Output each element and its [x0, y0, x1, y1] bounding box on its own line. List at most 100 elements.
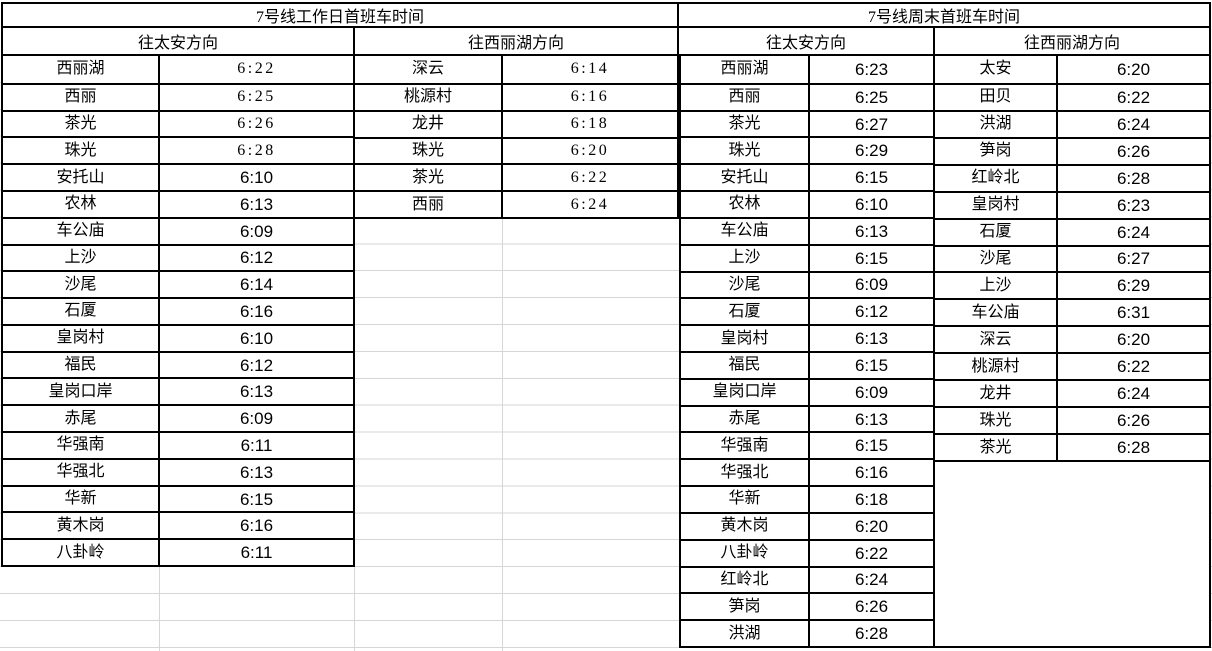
- station-cell: 华强北: [681, 460, 810, 486]
- table-row: 黄木岗 6:16: [3, 511, 353, 539]
- time-cell: 6:15: [239, 489, 274, 509]
- table-row: 石厦 6:16: [3, 297, 353, 324]
- time-cell: 6:10: [854, 194, 889, 214]
- time-cell: 6:13: [854, 221, 889, 241]
- station-cell: 福民: [3, 352, 160, 378]
- table-row: 龙井 6:24: [935, 379, 1209, 407]
- station-cell: 桃源村: [935, 354, 1058, 380]
- time-cell: 6:26: [1116, 411, 1151, 431]
- station-cell: 茶光: [355, 165, 503, 191]
- station-cell: 车公庙: [935, 300, 1058, 326]
- time-cell: 6:15: [854, 248, 889, 268]
- time-cell: 6:15: [854, 436, 889, 456]
- station-cell: 石厦: [935, 219, 1058, 245]
- time-cell: 6:29: [854, 141, 889, 161]
- station-cell: 太安: [935, 56, 1058, 83]
- station-cell: 龙井: [935, 381, 1058, 407]
- station-cell: 皇岗口岸: [3, 379, 160, 405]
- station-cell: 笋岗: [681, 594, 810, 620]
- time-cell: 6:12: [239, 355, 274, 375]
- table-row: 石厦 6:12: [681, 297, 933, 325]
- station-cell: 华强南: [681, 433, 810, 459]
- station-cell: 黄木岗: [681, 513, 810, 539]
- station-cell: 黄木岗: [3, 513, 160, 539]
- station-cell: 福民: [681, 353, 810, 378]
- table-row: 桃源村 6:22: [935, 352, 1209, 380]
- time-cell: 6:26: [1116, 141, 1151, 161]
- table-row: 华新 6:18: [681, 485, 933, 512]
- station-cell: 笋岗: [935, 138, 1058, 164]
- time-cell: 6:27: [1116, 249, 1151, 269]
- table-row: 上沙 6:12: [3, 243, 353, 271]
- table-row: 笋岗 6:26: [935, 136, 1209, 164]
- station-cell: 华强南: [3, 433, 160, 458]
- table-row: 太安 6:20: [935, 56, 1209, 83]
- weekend-taian-direction-header: 往太安方向: [679, 28, 935, 56]
- station-cell: 珠光: [935, 408, 1058, 434]
- station-cell: 华新: [681, 487, 810, 512]
- time-cell: 6:24: [1116, 222, 1151, 242]
- table-row: 龙井 6:18: [355, 109, 677, 137]
- table-row: 茶光 6:27: [681, 109, 933, 137]
- table-row: 福民 6:15: [681, 351, 933, 378]
- weekday-xilihu-rows: 深云 6:14 桃源村 6:16 龙井 6:18 珠光 6:20 茶光 6:22 西丽 6:24: [355, 56, 679, 219]
- station-cell: 田贝: [935, 84, 1058, 110]
- time-cell: 6:13: [854, 329, 889, 349]
- time-cell: 6:14: [239, 275, 274, 295]
- station-cell: 上沙: [681, 245, 810, 271]
- station-cell: 茶光: [3, 111, 160, 137]
- table-row: 深云 6:20: [935, 325, 1209, 353]
- table-row: 珠光 6:28: [3, 136, 353, 164]
- table-row: 红岭北 6:24: [681, 565, 933, 593]
- table-row: 皇岗村 6:23: [935, 190, 1209, 218]
- time-cell: 6:24: [1116, 114, 1151, 134]
- time-cell: 6:09: [854, 382, 889, 402]
- time-cell: 6:28: [1116, 168, 1151, 188]
- station-cell: 石厦: [3, 299, 160, 324]
- station-cell: 茶光: [935, 435, 1058, 460]
- time-cell: 6:09: [239, 221, 274, 241]
- table-row: 车公庙 6:13: [681, 216, 933, 244]
- table-row: 黄木岗 6:20: [681, 511, 933, 539]
- time-cell: 6:22: [854, 543, 889, 563]
- table-row: 华强北 6:16: [681, 458, 933, 486]
- station-cell: 西丽: [355, 192, 503, 217]
- station-cell: 车公庙: [3, 218, 160, 244]
- station-cell: 皇岗口岸: [681, 379, 810, 405]
- station-cell: 沙尾: [935, 246, 1058, 272]
- time-cell: 6:20: [1116, 330, 1151, 350]
- table-row: 华强南 6:11: [3, 431, 353, 458]
- gridline-vertical: [502, 56, 503, 651]
- table-row: 茶光 6:26: [3, 109, 353, 137]
- station-cell: 洪湖: [681, 621, 810, 646]
- weekend-taian-rows: 西丽湖 6:23 西丽 6:25 茶光 6:27 珠光 6:29 安托山 6:15 农林 6:10 车公…: [679, 56, 935, 648]
- time-cell: 6:24: [570, 195, 610, 213]
- time-cell: 6:23: [1116, 195, 1151, 215]
- time-cell: 6:09: [239, 409, 274, 429]
- station-cell: 西丽: [3, 84, 160, 110]
- time-cell: 6:25: [854, 87, 889, 107]
- time-cell: 6:20: [1116, 59, 1151, 79]
- time-cell: 6:22: [1116, 357, 1151, 377]
- table-row: 皇岗村 6:13: [681, 324, 933, 351]
- table-row: 福民 6:12: [3, 350, 353, 378]
- table-row: 红岭北 6:28: [935, 163, 1209, 191]
- table-row: 八卦岭 6:11: [3, 538, 353, 565]
- table-row: 沙尾 6:14: [3, 270, 353, 298]
- time-cell: 6:20: [854, 516, 889, 536]
- weekend-table-title: 7号线周末首班车时间: [679, 2, 1211, 28]
- table-row: 上沙 6:15: [681, 243, 933, 271]
- table-row: 西丽 6:24: [355, 190, 677, 217]
- table-row: 八卦岭 6:22: [681, 538, 933, 566]
- station-cell: 深云: [935, 327, 1058, 353]
- station-cell: 深云: [355, 56, 503, 83]
- table-row: 皇岗口岸 6:13: [3, 377, 353, 405]
- table-row: 车公庙 6:31: [935, 298, 1209, 326]
- station-cell: 安托山: [681, 165, 810, 191]
- time-cell: 6:16: [239, 301, 274, 321]
- table-row: 赤尾 6:13: [681, 404, 933, 432]
- time-cell: 6:18: [570, 115, 610, 133]
- table-row: 珠光 6:26: [935, 406, 1209, 434]
- station-cell: 赤尾: [681, 406, 810, 432]
- table-row: 西丽 6:25: [3, 82, 353, 110]
